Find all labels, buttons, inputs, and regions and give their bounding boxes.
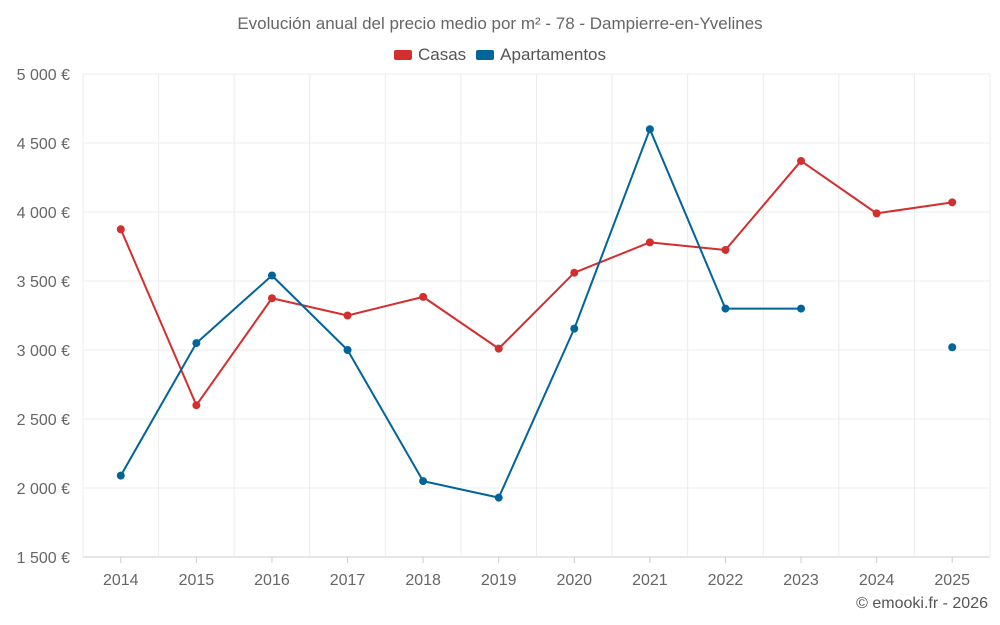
data-point-apartamentos — [721, 304, 730, 313]
data-point-casas — [872, 209, 881, 218]
y-tick-label: 1 500 € — [17, 550, 70, 567]
data-point-apartamentos — [948, 343, 957, 352]
data-point-casas — [419, 292, 428, 301]
data-point-apartamentos — [419, 477, 428, 486]
data-point-apartamentos — [116, 471, 125, 480]
y-tick-label: 2 000 € — [17, 481, 70, 498]
legend-item-casas[interactable]: Casas — [393, 45, 467, 65]
x-tick-label: 2023 — [783, 572, 819, 589]
data-point-apartamentos — [267, 271, 276, 280]
y-tick-label: 3 500 € — [17, 274, 70, 291]
series-line-apartamentos — [119, 128, 802, 499]
x-tick-label: 2015 — [179, 572, 215, 589]
x-tick-label: 2014 — [103, 572, 139, 589]
legend-swatch-casas — [393, 50, 412, 60]
legend-label-apartamentos: Apartamentos — [500, 45, 607, 64]
data-point-apartamentos — [645, 125, 654, 134]
x-tick-label: 2024 — [859, 572, 895, 589]
data-point-casas — [570, 268, 579, 277]
data-point-casas — [721, 245, 730, 254]
x-tick-label: 2020 — [556, 572, 592, 589]
y-tick-label: 4 000 € — [17, 205, 70, 222]
data-point-apartamentos — [570, 324, 579, 333]
x-tick-label: 2019 — [481, 572, 517, 589]
data-point-casas — [494, 344, 503, 353]
legend-label-casas: Casas — [417, 45, 467, 64]
data-point-casas — [948, 198, 957, 207]
y-tick-label: 4 500 € — [17, 136, 70, 153]
chart-title: Evolución anual del precio medio por m² … — [237, 14, 763, 33]
legend-swatch-apartamentos — [476, 50, 495, 60]
data-point-casas — [116, 225, 125, 234]
legend: Casas Apartamentos — [0, 45, 1000, 65]
data-point-apartamentos — [797, 304, 806, 313]
data-point-casas — [797, 156, 806, 165]
y-tick-label: 3 000 € — [17, 343, 70, 360]
legend-item-apartamentos[interactable]: Apartamentos — [476, 45, 606, 65]
data-point-casas — [343, 311, 352, 320]
data-point-apartamentos — [343, 346, 352, 354]
data-point-apartamentos — [494, 493, 503, 502]
y-tick-label: 5 000 € — [17, 67, 70, 84]
x-tick-label: 2022 — [708, 572, 744, 589]
x-tick-label: 2018 — [405, 572, 441, 589]
x-tick-label: 2016 — [254, 572, 290, 589]
x-tick-label: 2021 — [632, 572, 668, 589]
x-tick-label: 2025 — [934, 572, 970, 589]
data-point-casas — [267, 294, 276, 303]
data-point-casas — [645, 238, 654, 247]
data-point-casas — [192, 401, 201, 410]
y-tick-label: 2 500 € — [17, 412, 70, 429]
x-tick-label: 2017 — [330, 572, 366, 589]
credit-text: © emooki.fr - 2026 — [856, 595, 988, 612]
series-line-casas — [119, 159, 953, 407]
data-point-apartamentos — [192, 339, 201, 348]
